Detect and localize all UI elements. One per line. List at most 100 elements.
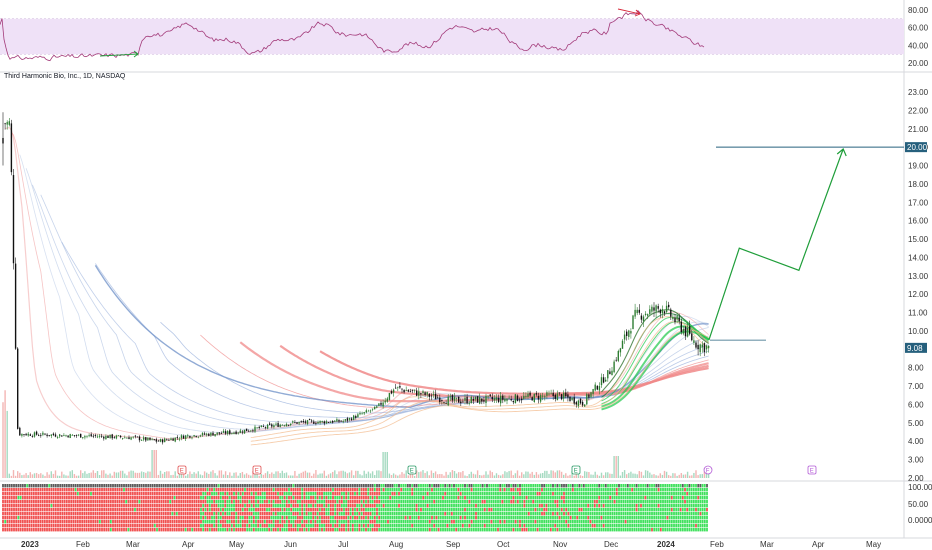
- heat-cell: [398, 484, 400, 488]
- heat-cell: [186, 512, 189, 516]
- heat-cell: [54, 508, 57, 512]
- heat-cell: [459, 516, 462, 520]
- candle-body: [489, 394, 491, 397]
- candle-body: [483, 400, 485, 402]
- heat-cell: [560, 508, 563, 512]
- heat-cell: [365, 508, 367, 512]
- heat-cell: [46, 504, 48, 508]
- volume-bar: [111, 475, 113, 478]
- candle-body: [707, 345, 710, 349]
- volume-bar: [371, 471, 374, 478]
- heat-cell: [367, 504, 370, 508]
- heat-cell: [624, 484, 627, 488]
- heat-cell: [367, 528, 370, 532]
- heat-cell: [618, 524, 620, 528]
- heat-cell: [525, 496, 528, 500]
- heat-cell: [664, 488, 667, 492]
- heat-cell: [252, 524, 255, 528]
- heat-cell: [552, 512, 554, 516]
- heat-cell: [358, 496, 361, 500]
- heat-cell: [244, 520, 246, 524]
- heat-cell: [180, 492, 183, 496]
- heat-cell: [670, 508, 673, 512]
- volume-bar: [476, 470, 479, 478]
- heat-cell: [175, 528, 178, 532]
- heat-cell: [369, 492, 372, 496]
- heat-cell: [464, 520, 466, 524]
- heat-cell: [134, 508, 136, 512]
- heat-cell: [670, 484, 673, 488]
- heat-cell: [244, 512, 246, 516]
- heat-cell: [596, 500, 598, 504]
- heat-cell: [543, 500, 546, 504]
- heat-cell: [32, 484, 35, 488]
- heat-cell: [274, 504, 277, 508]
- heat-cell: [591, 484, 594, 488]
- heat-cell: [109, 500, 112, 504]
- heat-cell: [571, 492, 574, 496]
- heat-cell: [547, 488, 550, 492]
- heat-cell: [505, 488, 508, 492]
- heat-cell: [63, 496, 66, 500]
- heat-cell: [444, 496, 447, 500]
- heat-cell: [512, 528, 515, 532]
- heat-cell: [499, 504, 502, 508]
- volume-bars: [2, 390, 710, 478]
- volume-bar: [126, 475, 128, 478]
- heat-cell: [4, 504, 7, 508]
- heat-cell: [657, 488, 660, 492]
- heat-cell: [402, 500, 405, 504]
- heat-cell: [501, 524, 504, 528]
- heat-cell: [402, 488, 405, 492]
- heat-cell: [587, 508, 590, 512]
- heat-cell: [149, 504, 152, 508]
- heat-cell: [294, 524, 297, 528]
- candle-body: [302, 420, 304, 423]
- heat-cell: [285, 524, 288, 528]
- volume-bar: [552, 470, 554, 478]
- heat-cell: [329, 520, 332, 524]
- volume-bar: [117, 472, 120, 478]
- price-tick-label: 6.00: [908, 400, 924, 409]
- heat-cell: [186, 488, 189, 492]
- volume-bar: [657, 475, 659, 478]
- heat-cell: [228, 512, 231, 516]
- heat-cell: [30, 508, 33, 512]
- heat-cell: [479, 504, 482, 508]
- heat-cell: [85, 516, 88, 520]
- heat-cell: [39, 520, 42, 524]
- heat-cell: [626, 516, 629, 520]
- heat-cell: [684, 484, 686, 488]
- heat-cell: [404, 520, 407, 524]
- heat-cell: [257, 484, 260, 488]
- heat-cell: [659, 508, 662, 512]
- heat-cell: [263, 496, 266, 500]
- heat-cell: [380, 496, 383, 500]
- volume-bar: [697, 475, 699, 478]
- heat-cell: [635, 496, 638, 500]
- heat-cell: [118, 528, 121, 532]
- heat-cell: [620, 512, 623, 516]
- heat-cell: [499, 484, 502, 488]
- heat-cell: [589, 496, 592, 500]
- heat-cell: [193, 488, 196, 492]
- heat-cell: [208, 508, 211, 512]
- heat-cell: [228, 520, 231, 524]
- heat-cell: [567, 528, 570, 532]
- heat-cell: [74, 488, 77, 492]
- heat-cell: [457, 496, 460, 500]
- heat-cell: [587, 504, 590, 508]
- price-tick-label: 15.00: [908, 235, 929, 244]
- candle-body: [42, 432, 44, 435]
- heat-cell: [538, 504, 541, 508]
- heat-cell: [666, 488, 669, 492]
- heat-cell: [356, 512, 359, 516]
- heat-cell: [129, 500, 132, 504]
- heat-cell: [488, 508, 491, 512]
- candle-body: [590, 392, 592, 398]
- heat-cell: [644, 528, 647, 532]
- heat-cell: [153, 488, 156, 492]
- heat-cell: [444, 508, 447, 512]
- heat-cell: [52, 520, 55, 524]
- heat-cell: [622, 488, 625, 492]
